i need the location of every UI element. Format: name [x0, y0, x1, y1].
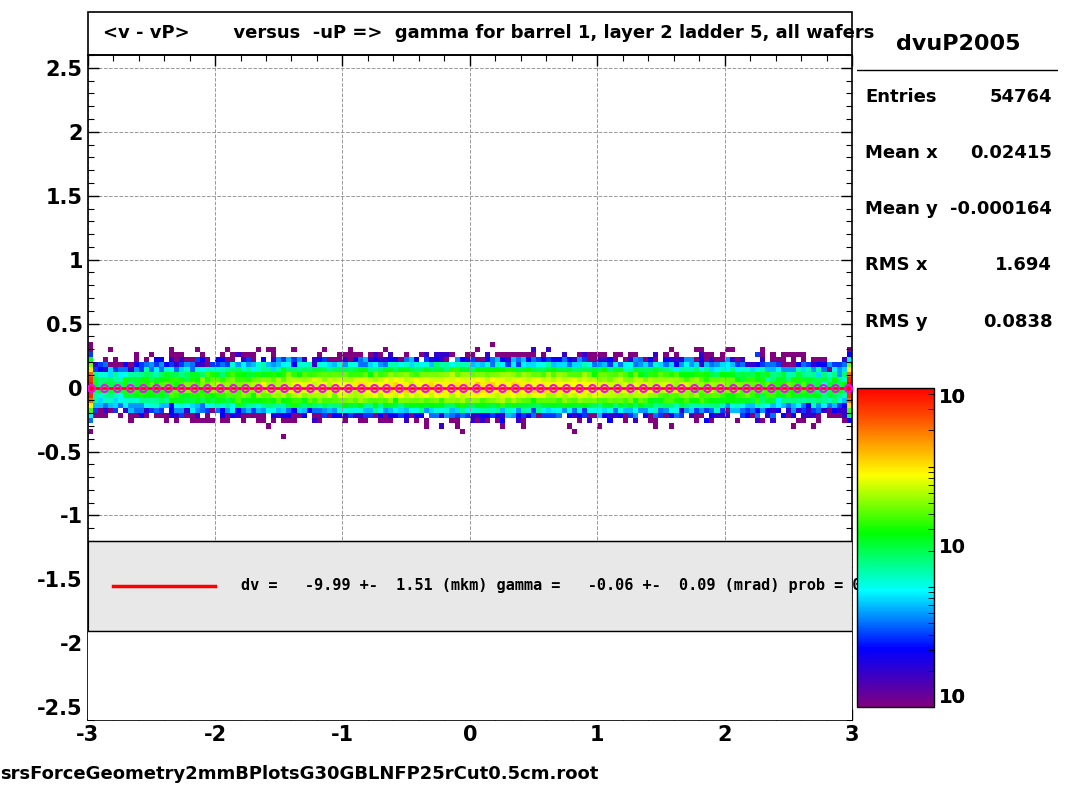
Text: 10: 10: [939, 688, 966, 707]
Text: 10: 10: [939, 388, 966, 407]
Text: Mean y: Mean y: [866, 201, 939, 218]
Text: 10: 10: [939, 538, 966, 556]
Text: 0.02415: 0.02415: [971, 144, 1052, 162]
Bar: [88, 541, 852, 630]
Text: 10: 10: [939, 388, 966, 407]
Text: 54764: 54764: [990, 88, 1052, 106]
Text: RMS x: RMS x: [866, 257, 928, 275]
Bar: [88, 630, 852, 720]
Text: -0.000164: -0.000164: [950, 201, 1052, 218]
Text: 10: 10: [939, 688, 966, 707]
Text: Entries: Entries: [866, 88, 936, 106]
Text: 1.694: 1.694: [995, 257, 1052, 275]
Text: 0.0838: 0.0838: [982, 312, 1052, 331]
Text: dv =   -9.99 +-  1.51 (mkm) gamma =   -0.06 +-  0.09 (mrad) prob = 0.003: dv = -9.99 +- 1.51 (mkm) gamma = -0.06 +…: [241, 578, 898, 593]
Text: RMS y: RMS y: [866, 312, 928, 331]
Text: <v - vP>       versus  -uP =>  gamma for barrel 1, layer 2 ladder 5, all wafers: <v - vP> versus -uP => gamma for barrel …: [103, 24, 874, 42]
Text: Mean x: Mean x: [866, 144, 939, 162]
Text: srsForceGeometry2mmBPlotsG30GBLNFP25rCut0.5cm.root: srsForceGeometry2mmBPlotsG30GBLNFP25rCut…: [0, 765, 599, 783]
Text: 1: 1: [939, 538, 952, 556]
Text: dvuP2005: dvuP2005: [896, 34, 1020, 54]
